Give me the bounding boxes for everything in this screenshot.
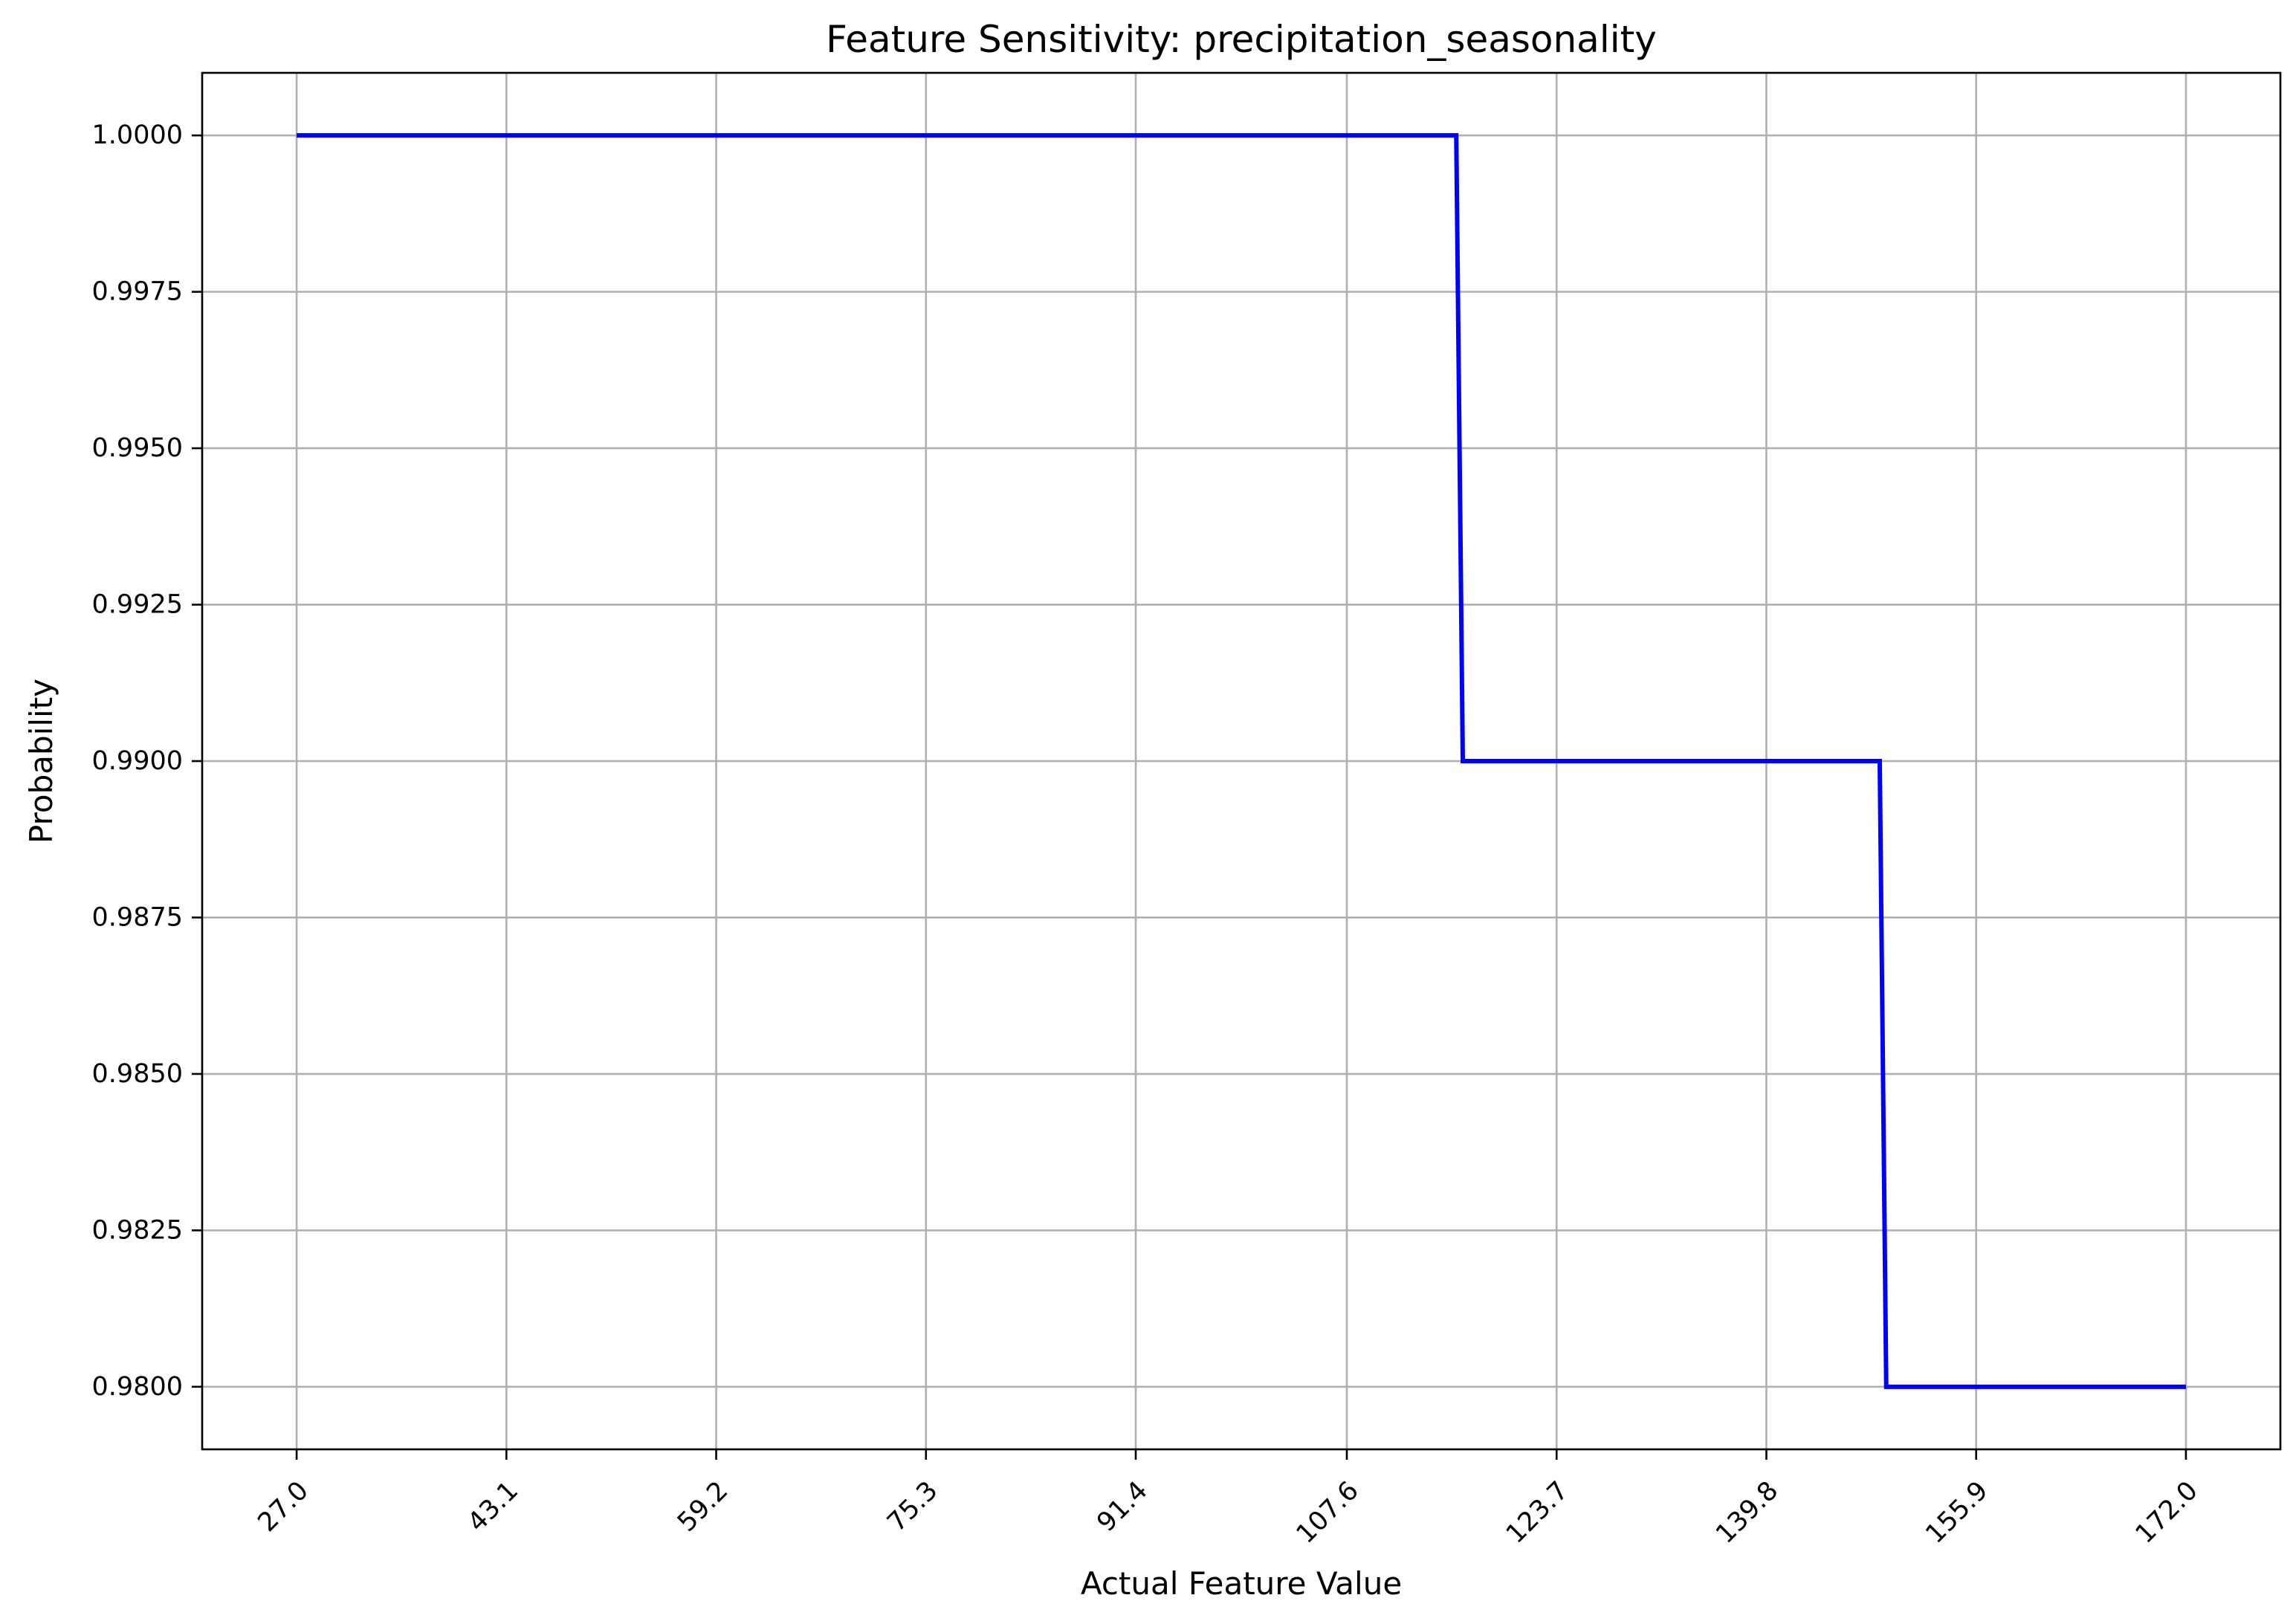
y-tick-label: 0.9850 (92, 1059, 183, 1089)
y-tick-label: 0.9925 (92, 590, 183, 620)
series-layer (297, 133, 2186, 1389)
x-tick-label: 123.7 (1501, 1476, 1574, 1550)
x-axis-label: Actual Feature Value (1081, 1565, 1402, 1602)
y-tick-label: 0.9800 (92, 1372, 183, 1402)
x-tick-label: 43.1 (462, 1476, 524, 1538)
y-tick-label: 0.9825 (92, 1215, 183, 1245)
y-tick-label: 0.9975 (92, 277, 183, 307)
x-tick-label: 27.0 (253, 1476, 314, 1538)
y-axis-ticks: 1.0000 0.9975 0.9950 0.9925 0.9900 0.9875 0.98… (92, 120, 202, 1402)
x-tick-label: 107.6 (1291, 1476, 1365, 1550)
y-tick-label: 1.0000 (92, 120, 183, 150)
series-line (297, 133, 2186, 1389)
y-tick-label: 0.9875 (92, 902, 183, 932)
chart-title: Feature Sensitivity: precipitation_seaso… (826, 18, 1657, 61)
x-tick-label: 155.9 (1920, 1476, 1993, 1550)
x-tick-label: 139.8 (1710, 1476, 1784, 1550)
x-tick-label: 59.2 (672, 1476, 734, 1538)
x-tick-label: 91.4 (1092, 1476, 1154, 1538)
y-tick-label: 0.9950 (92, 433, 183, 463)
y-axis-label: Probability (23, 679, 59, 844)
x-tick-label: 172.0 (2130, 1476, 2204, 1550)
x-tick-label: 75.3 (882, 1476, 943, 1538)
x-axis-ticks: 27.0 43.1 59.2 75.3 91.4 107.6 123.7 139.8 155.9… (253, 1449, 2204, 1550)
y-tick-label: 0.9900 (92, 746, 183, 776)
